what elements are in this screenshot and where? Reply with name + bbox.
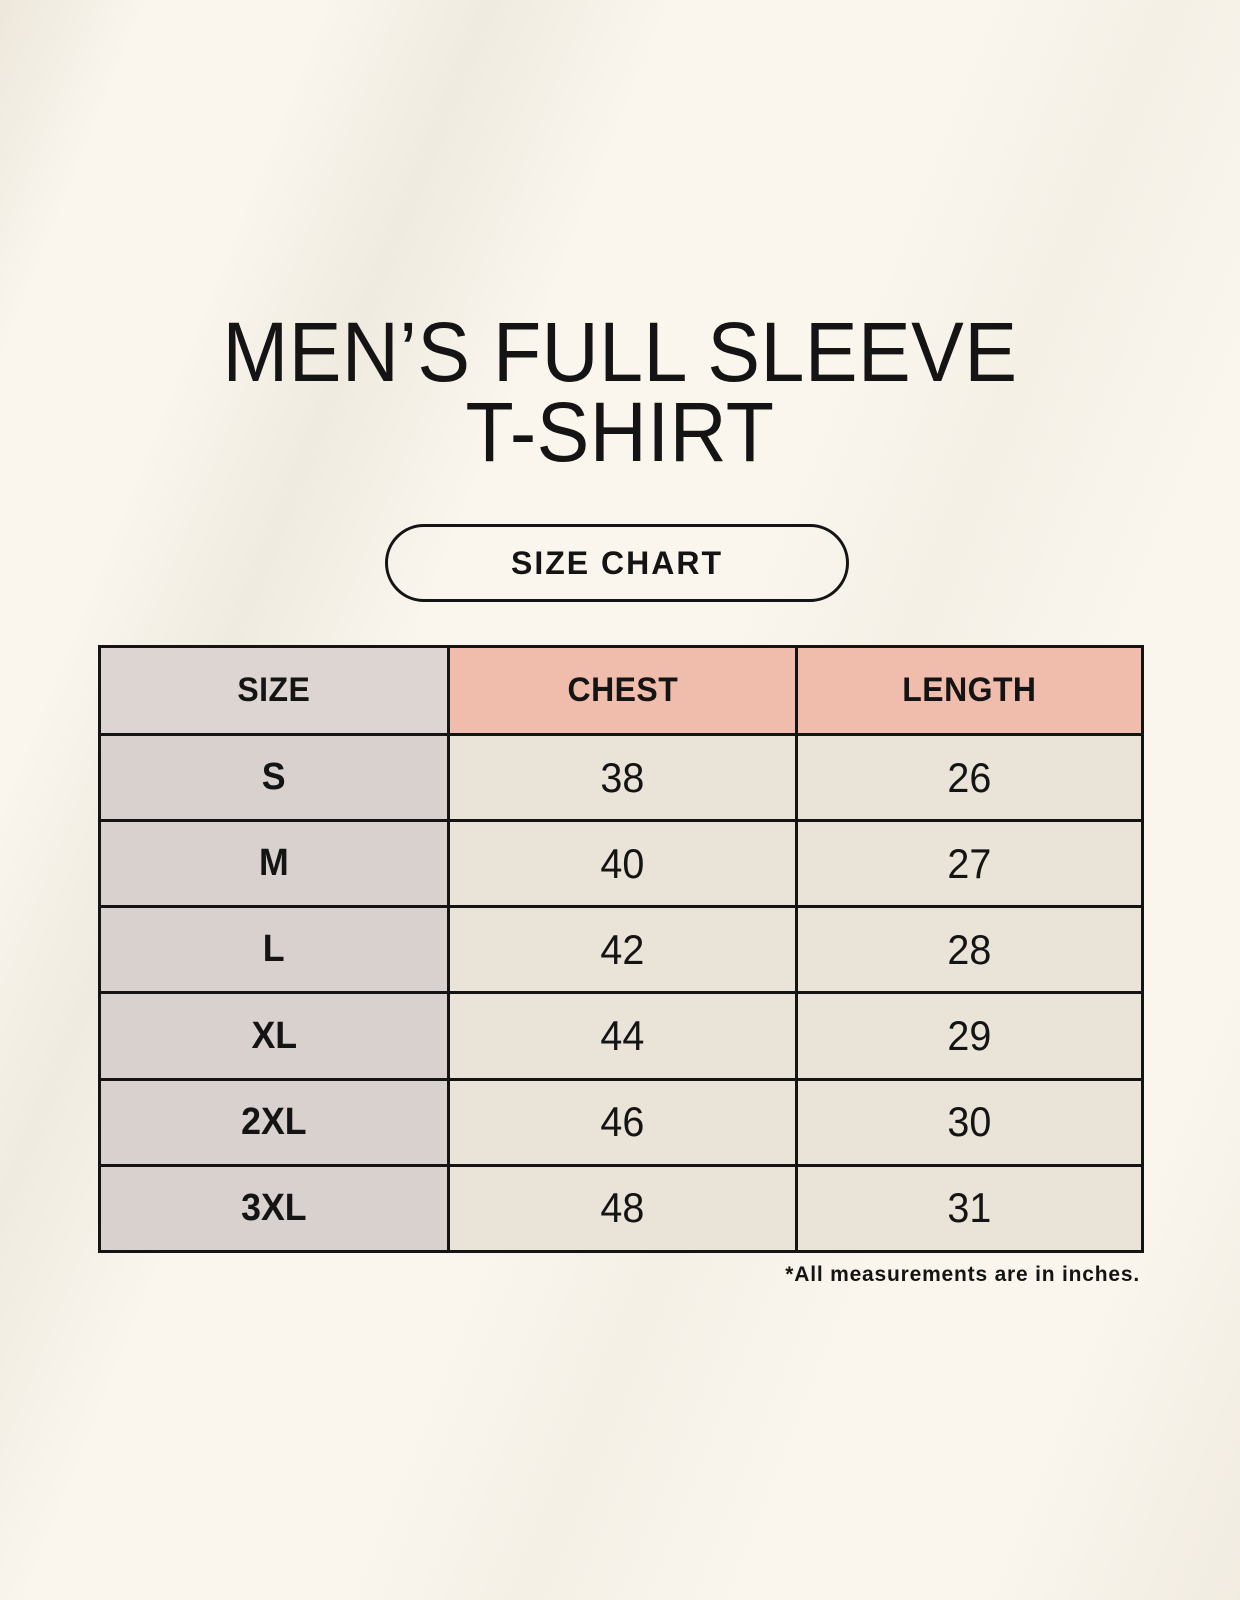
table-header-row: SIZE CHEST LENGTH	[98, 645, 1144, 736]
table-row: S 38 26	[98, 732, 1144, 823]
size-label: 3XL	[241, 1186, 307, 1229]
chest-value-cell: 42	[447, 905, 798, 995]
table-row: XL 44 29	[98, 991, 1144, 1081]
chest-value: 46	[600, 1098, 645, 1146]
chest-value-cell: 38	[447, 732, 798, 823]
column-header-chest: CHEST	[447, 645, 798, 736]
length-value-cell: 29	[795, 991, 1144, 1081]
length-value: 29	[947, 1012, 992, 1060]
length-value: 31	[947, 1184, 992, 1232]
title-line-2: T-SHIRT	[465, 385, 775, 479]
column-header-chest-label: CHEST	[567, 671, 678, 709]
chest-value: 42	[600, 925, 645, 973]
length-value: 30	[947, 1098, 992, 1146]
chest-value-cell: 44	[447, 991, 798, 1081]
table-row: L 42 28	[98, 905, 1144, 995]
size-label-cell: L	[98, 905, 450, 995]
length-value-cell: 31	[795, 1163, 1144, 1254]
size-chart-badge: SIZE CHART	[385, 524, 849, 602]
size-label-cell: 3XL	[98, 1163, 450, 1254]
chest-value-cell: 40	[447, 819, 798, 909]
chest-value: 38	[600, 753, 645, 801]
length-value-cell: 28	[795, 905, 1144, 995]
chest-value: 48	[600, 1184, 645, 1232]
size-label: XL	[251, 1014, 297, 1057]
size-label-cell: M	[98, 819, 450, 909]
size-label-cell: XL	[98, 991, 450, 1081]
table-row: 3XL 48 31	[98, 1163, 1144, 1254]
size-label: L	[263, 928, 285, 971]
length-value: 26	[947, 753, 992, 801]
title-line-1: MEN’S FULL SLEEVE	[222, 305, 1018, 399]
chest-value: 40	[600, 839, 645, 887]
length-value: 28	[947, 925, 992, 973]
size-label: M	[259, 842, 289, 885]
chest-value-cell: 48	[447, 1163, 798, 1254]
length-value-cell: 26	[795, 732, 1144, 823]
size-chart-badge-label: SIZE CHART	[511, 544, 723, 581]
column-header-length-label: LENGTH	[902, 671, 1037, 709]
size-label: 2XL	[241, 1100, 307, 1143]
chest-value: 44	[600, 1012, 645, 1060]
length-value-cell: 30	[795, 1077, 1144, 1167]
length-value: 27	[947, 839, 992, 887]
column-header-length: LENGTH	[795, 645, 1144, 736]
size-chart-table: SIZE CHEST LENGTH S 38 26 M 40 27	[98, 645, 1144, 1254]
size-label-cell: S	[98, 732, 450, 823]
measurements-footnote: *All measurements are in inches.	[785, 1263, 1140, 1286]
column-header-size-label: SIZE	[237, 671, 311, 709]
size-label: S	[262, 756, 286, 799]
size-label-cell: 2XL	[98, 1077, 450, 1167]
table-row: 2XL 46 30	[98, 1077, 1144, 1167]
table-row: M 40 27	[98, 819, 1144, 909]
chest-value-cell: 46	[447, 1077, 798, 1167]
page-title: MEN’S FULL SLEEVE T-SHIRT	[0, 305, 1240, 479]
length-value-cell: 27	[795, 819, 1144, 909]
column-header-size: SIZE	[98, 645, 450, 736]
